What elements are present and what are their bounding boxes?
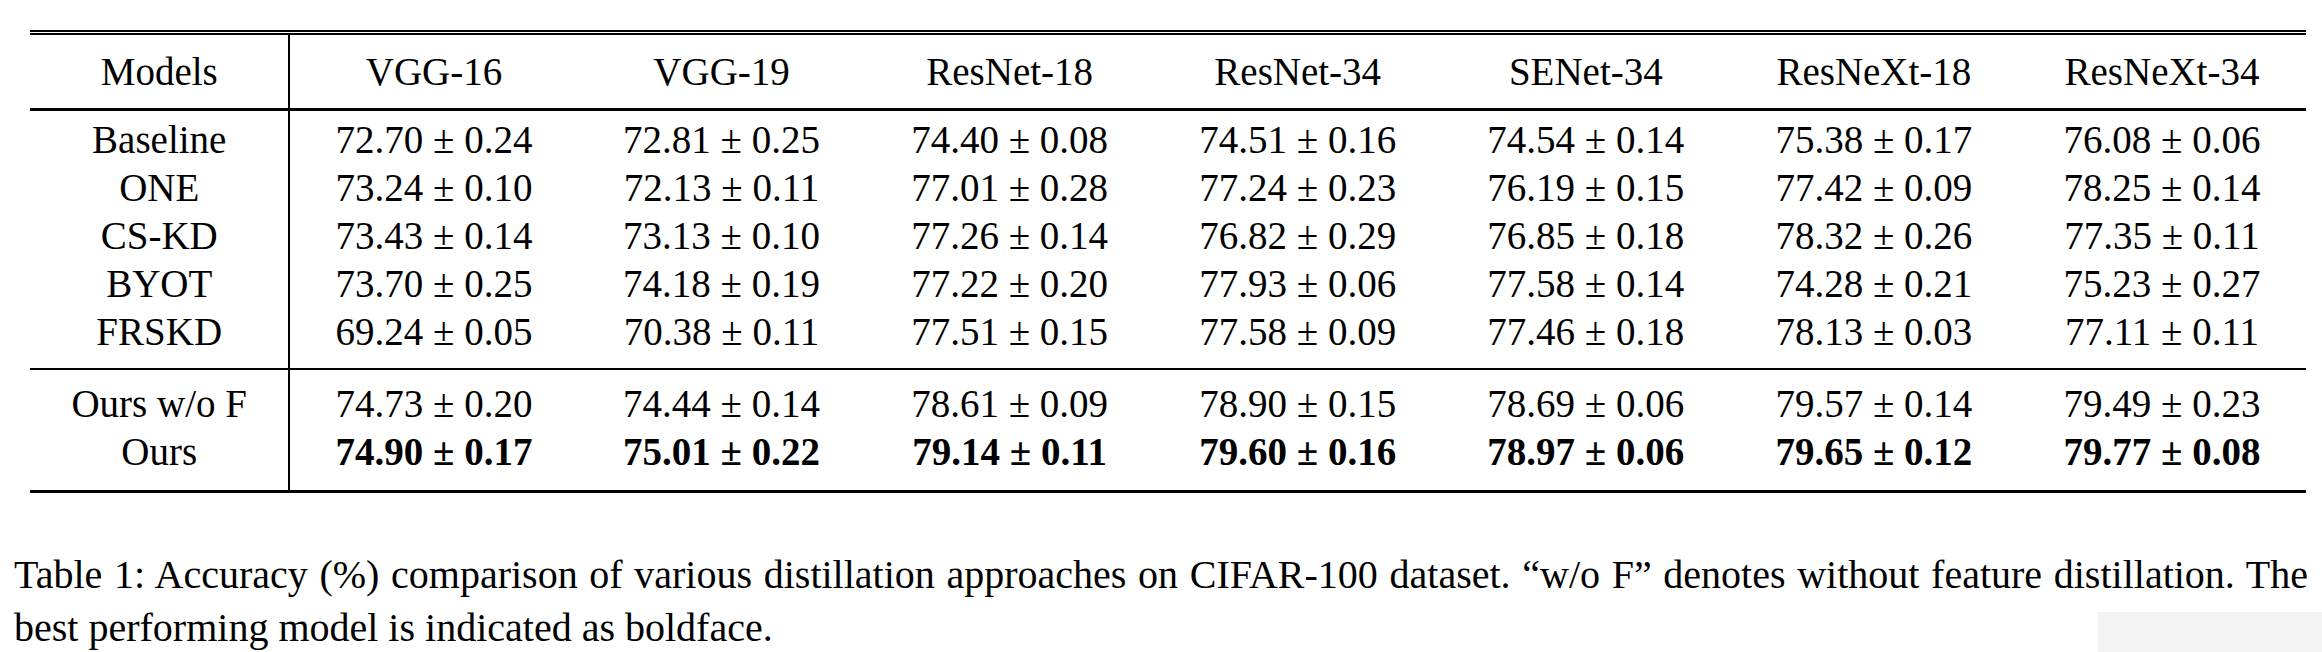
accuracy-cell: 76.19 ± 0.15 [1442, 164, 1730, 212]
column-header-resnext34: ResNeXt-34 [2018, 33, 2306, 110]
accuracy-cell: 79.65 ± 0.12 [1730, 428, 2018, 492]
accuracy-cell: 77.01 ± 0.28 [866, 164, 1154, 212]
table-row-frskd: FRSKD 69.24 ± 0.05 70.38 ± 0.11 77.51 ± … [30, 308, 2306, 369]
column-header-resnext18: ResNeXt-18 [1730, 33, 2018, 110]
accuracy-cell: 77.26 ± 0.14 [866, 212, 1154, 260]
accuracy-cell: 77.11 ± 0.11 [2018, 308, 2306, 369]
accuracy-cell: 77.93 ± 0.06 [1154, 260, 1442, 308]
accuracy-cell: 77.35 ± 0.11 [2018, 212, 2306, 260]
baseline-methods-group: Baseline 72.70 ± 0.24 72.81 ± 0.25 74.40… [30, 110, 2306, 370]
accuracy-cell: 78.25 ± 0.14 [2018, 164, 2306, 212]
table-row-one: ONE 73.24 ± 0.10 72.13 ± 0.11 77.01 ± 0.… [30, 164, 2306, 212]
accuracy-cell: 73.13 ± 0.10 [578, 212, 866, 260]
accuracy-cell: 74.40 ± 0.08 [866, 110, 1154, 165]
accuracy-cell: 74.51 ± 0.16 [1154, 110, 1442, 165]
scan-artifact-patch [2098, 612, 2322, 652]
accuracy-cell: 74.73 ± 0.20 [289, 369, 577, 428]
accuracy-cell: 74.90 ± 0.17 [289, 428, 577, 492]
accuracy-cell: 75.23 ± 0.27 [2018, 260, 2306, 308]
row-label: ONE [30, 164, 289, 212]
row-label: FRSKD [30, 308, 289, 369]
accuracy-cell: 77.22 ± 0.20 [866, 260, 1154, 308]
accuracy-cell: 77.58 ± 0.14 [1442, 260, 1730, 308]
row-label: BYOT [30, 260, 289, 308]
table-row-ours: Ours 74.90 ± 0.17 75.01 ± 0.22 79.14 ± 0… [30, 428, 2306, 492]
accuracy-cell: 70.38 ± 0.11 [578, 308, 866, 369]
table-caption: Table 1: Accuracy (%) comparison of vari… [14, 548, 2308, 652]
accuracy-cell: 72.70 ± 0.24 [289, 110, 577, 165]
accuracy-cell: 78.61 ± 0.09 [866, 369, 1154, 428]
column-header-senet34: SENet-34 [1442, 33, 1730, 110]
accuracy-cell: 72.13 ± 0.11 [578, 164, 866, 212]
accuracy-cell: 75.38 ± 0.17 [1730, 110, 2018, 165]
row-label: Ours [30, 428, 289, 492]
results-table: Models VGG-16 VGG-19 ResNet-18 ResNet-34… [30, 30, 2306, 493]
ours-methods-group: Ours w/o F 74.73 ± 0.20 74.44 ± 0.14 78.… [30, 369, 2306, 492]
accuracy-cell: 73.70 ± 0.25 [289, 260, 577, 308]
accuracy-cell: 78.32 ± 0.26 [1730, 212, 2018, 260]
column-header-resnet18: ResNet-18 [866, 33, 1154, 110]
accuracy-cell: 74.28 ± 0.21 [1730, 260, 2018, 308]
table-row-baseline: Baseline 72.70 ± 0.24 72.81 ± 0.25 74.40… [30, 110, 2306, 165]
accuracy-cell: 76.82 ± 0.29 [1154, 212, 1442, 260]
accuracy-cell: 77.24 ± 0.23 [1154, 164, 1442, 212]
column-header-vgg19: VGG-19 [578, 33, 866, 110]
accuracy-cell: 72.81 ± 0.25 [578, 110, 866, 165]
accuracy-cell: 77.58 ± 0.09 [1154, 308, 1442, 369]
accuracy-cell: 77.42 ± 0.09 [1730, 164, 2018, 212]
accuracy-cell: 79.77 ± 0.08 [2018, 428, 2306, 492]
table-header: Models VGG-16 VGG-19 ResNet-18 ResNet-34… [30, 33, 2306, 110]
accuracy-cell: 74.54 ± 0.14 [1442, 110, 1730, 165]
accuracy-cell: 69.24 ± 0.05 [289, 308, 577, 369]
accuracy-cell: 76.85 ± 0.18 [1442, 212, 1730, 260]
table-row-byot: BYOT 73.70 ± 0.25 74.18 ± 0.19 77.22 ± 0… [30, 260, 2306, 308]
accuracy-cell: 73.24 ± 0.10 [289, 164, 577, 212]
accuracy-cell: 78.97 ± 0.06 [1442, 428, 1730, 492]
accuracy-cell: 79.57 ± 0.14 [1730, 369, 2018, 428]
row-label: CS-KD [30, 212, 289, 260]
row-label: Baseline [30, 110, 289, 165]
accuracy-cell: 75.01 ± 0.22 [578, 428, 866, 492]
accuracy-cell: 78.90 ± 0.15 [1154, 369, 1442, 428]
accuracy-cell: 79.14 ± 0.11 [866, 428, 1154, 492]
header-row: Models VGG-16 VGG-19 ResNet-18 ResNet-34… [30, 33, 2306, 110]
table-row-ours-wo-f: Ours w/o F 74.73 ± 0.20 74.44 ± 0.14 78.… [30, 369, 2306, 428]
accuracy-cell: 74.18 ± 0.19 [578, 260, 866, 308]
accuracy-cell: 79.49 ± 0.23 [2018, 369, 2306, 428]
accuracy-cell: 78.13 ± 0.03 [1730, 308, 2018, 369]
column-header-vgg16: VGG-16 [289, 33, 577, 110]
table-row-cskd: CS-KD 73.43 ± 0.14 73.13 ± 0.10 77.26 ± … [30, 212, 2306, 260]
accuracy-cell: 78.69 ± 0.06 [1442, 369, 1730, 428]
accuracy-cell: 73.43 ± 0.14 [289, 212, 577, 260]
column-header-models: Models [30, 33, 289, 110]
paper-page: Models VGG-16 VGG-19 ResNet-18 ResNet-34… [0, 0, 2322, 652]
accuracy-cell: 76.08 ± 0.06 [2018, 110, 2306, 165]
row-label: Ours w/o F [30, 369, 289, 428]
accuracy-cell: 79.60 ± 0.16 [1154, 428, 1442, 492]
accuracy-cell: 77.51 ± 0.15 [866, 308, 1154, 369]
accuracy-cell: 77.46 ± 0.18 [1442, 308, 1730, 369]
column-header-resnet34: ResNet-34 [1154, 33, 1442, 110]
accuracy-cell: 74.44 ± 0.14 [578, 369, 866, 428]
